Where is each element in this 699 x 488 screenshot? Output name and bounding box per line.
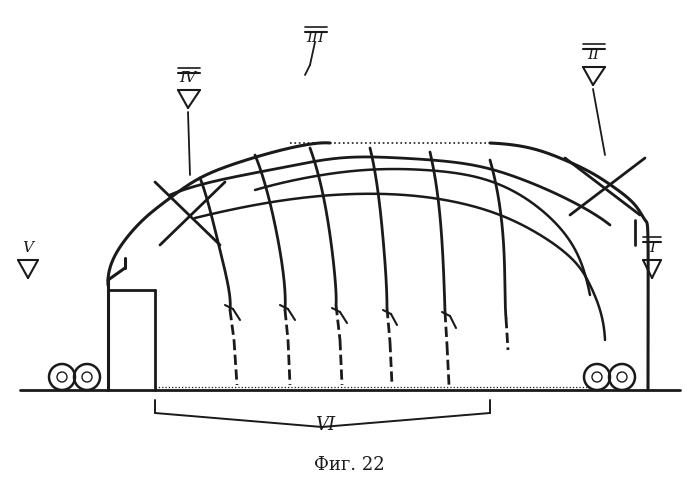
Text: III: III xyxy=(306,31,324,45)
Text: II: II xyxy=(587,48,599,62)
Text: IV: IV xyxy=(180,71,196,85)
Text: Фиг. 22: Фиг. 22 xyxy=(314,456,384,474)
Text: VI: VI xyxy=(315,416,335,434)
Text: V: V xyxy=(22,241,34,255)
Text: I: I xyxy=(649,241,655,255)
